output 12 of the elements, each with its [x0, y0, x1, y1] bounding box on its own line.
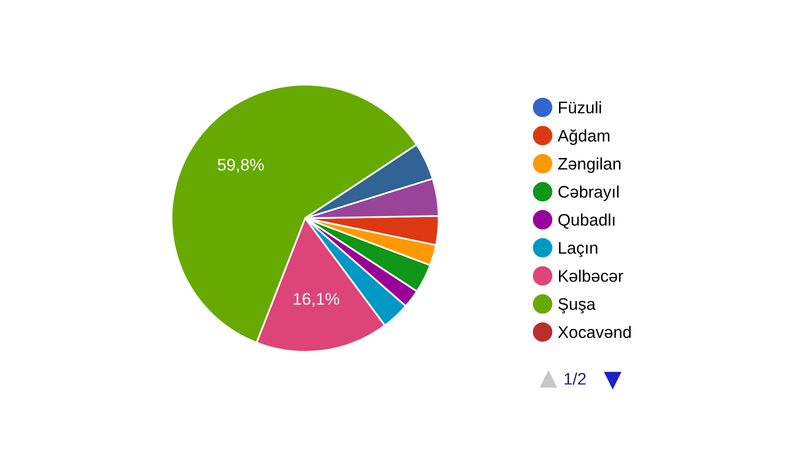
legend-label: Şuşa	[558, 298, 596, 314]
legend-label: Laçın	[559, 242, 598, 258]
legend-label: Füzuli	[559, 101, 601, 114]
legend-label: Cəbrayıl	[558, 185, 619, 202]
data-label: 16,1%	[294, 292, 340, 307]
legend-label: Ağdam	[558, 129, 610, 145]
data-label: 59,8%	[218, 158, 264, 173]
text: 1/2	[564, 372, 586, 385]
legend-label: Qubadlı	[558, 214, 614, 229]
legend-label: Kəlbəcər	[559, 270, 624, 282]
legend-label: Zəngilan	[558, 157, 620, 173]
legend-label: Xocavənd	[558, 326, 631, 338]
